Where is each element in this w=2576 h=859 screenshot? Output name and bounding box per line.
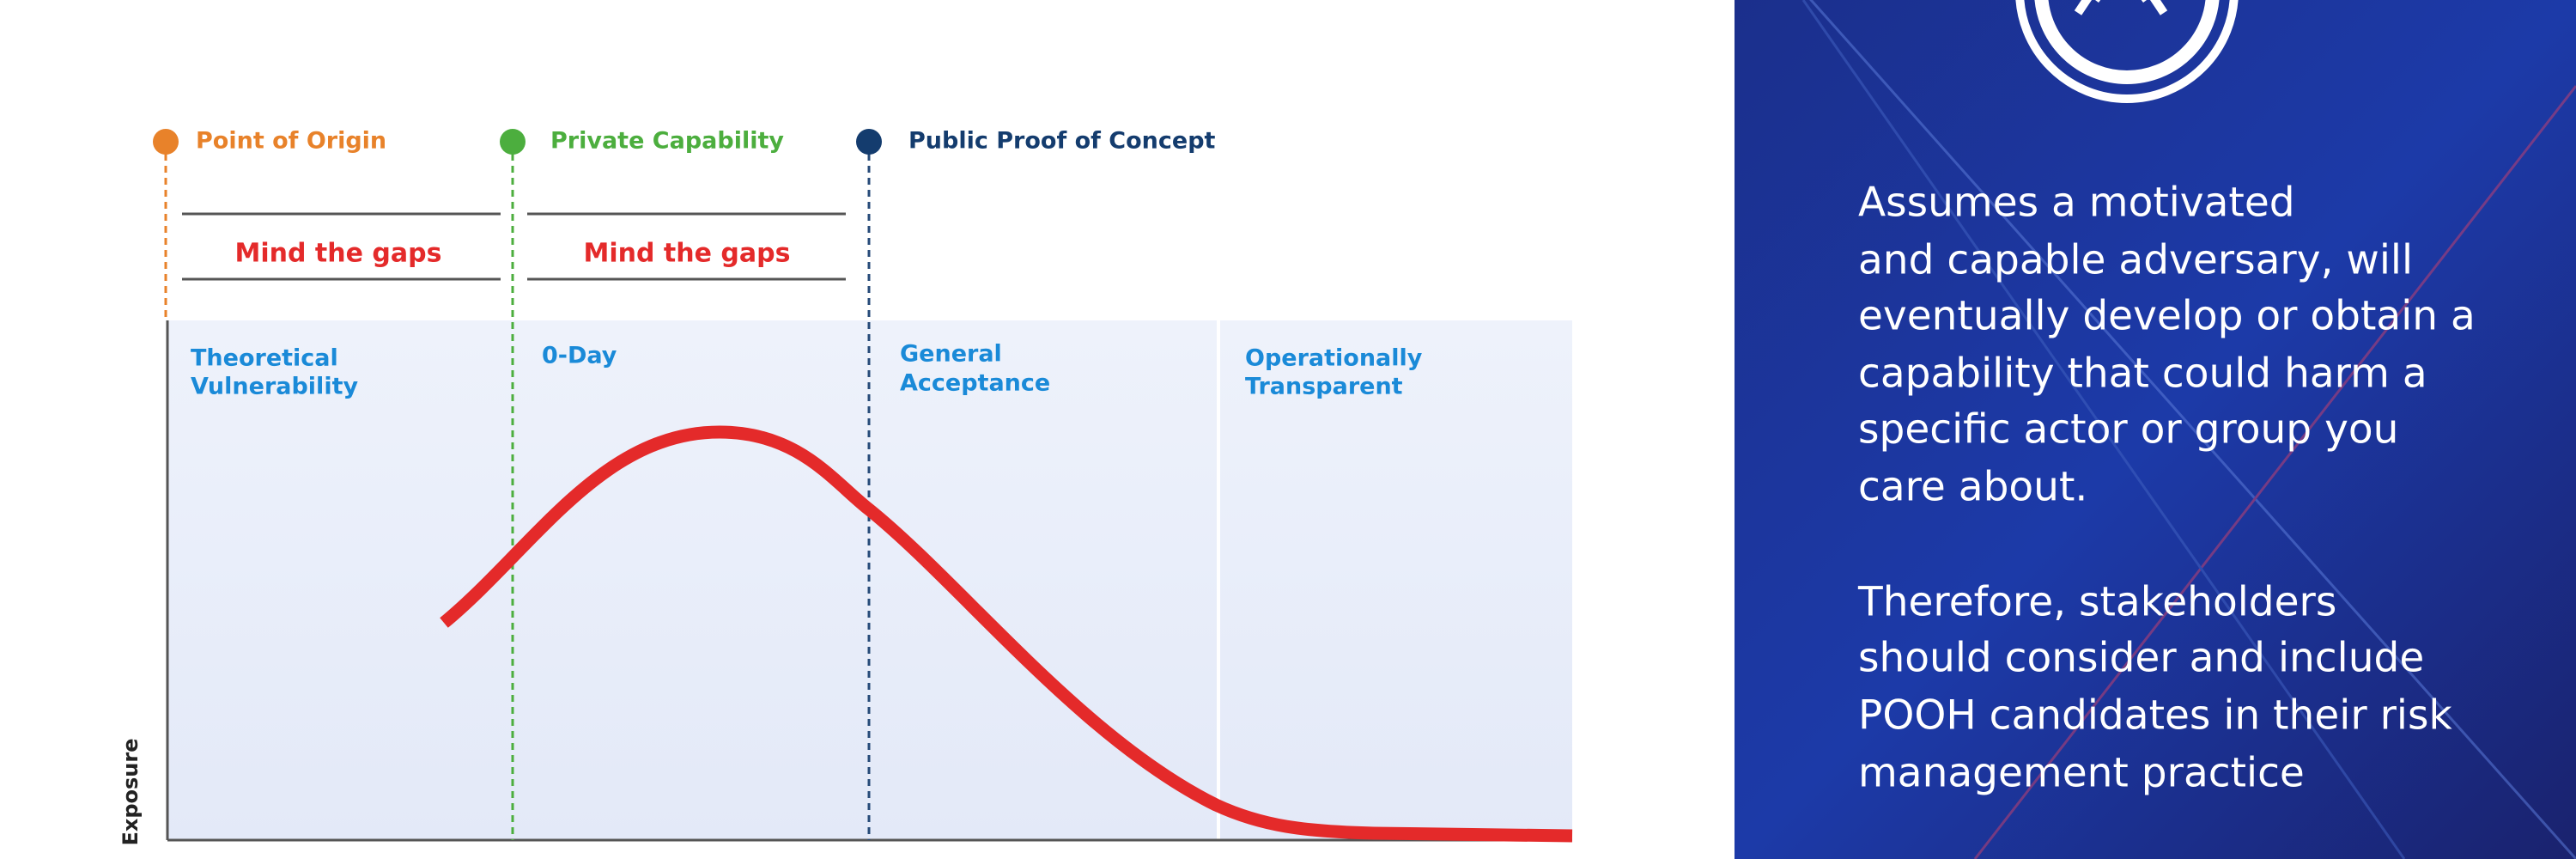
panel-decoration — [1801, 0, 2576, 859]
gap-label: Mind the gaps — [235, 239, 442, 269]
panel-line: eventually develop or obtain a — [1858, 293, 2476, 340]
milestone-dot — [856, 129, 882, 155]
gap-lines — [182, 212, 846, 281]
phase-label: Transparent — [1245, 374, 1403, 400]
phase-label: General — [900, 341, 1002, 368]
gap-label: Mind the gaps — [584, 239, 791, 269]
panel-line: management practice — [1858, 750, 2305, 797]
side-panel — [1735, 0, 2576, 859]
phase-label: Theoretical — [191, 345, 338, 372]
panel-line: care about. — [1858, 464, 2087, 511]
y-axis-label: Exposure — [118, 738, 143, 845]
panel-line: Therefore, stakeholders — [1857, 579, 2336, 626]
milestone-dot — [500, 129, 526, 155]
exposure-curve — [440, 425, 1573, 843]
phase-label: Vulnerability — [191, 374, 358, 400]
panel-line: POOH candidates in their risk — [1858, 692, 2452, 740]
panel-text-block: Assumes a motivated and capable adversar… — [1857, 180, 2476, 797]
logo — [2015, 0, 2239, 103]
panel-line: and capable adversary, will — [1858, 237, 2413, 284]
panel-line: Assumes a motivated — [1858, 180, 2295, 227]
phase-label: Acceptance — [900, 370, 1050, 397]
logo — [2034, 0, 2220, 84]
panel-line: capability that could harm a — [1858, 350, 2427, 398]
milestone-label: Private Capability — [550, 128, 784, 155]
panel-line: should consider and include — [1858, 635, 2424, 682]
milestone-label: Point of Origin — [196, 128, 386, 155]
phase-label: Operationally — [1245, 345, 1423, 372]
milestone-label: Public Proof of Concept — [908, 128, 1216, 155]
milestone-dot — [153, 129, 179, 155]
panel-line: specific actor or group you — [1858, 406, 2398, 454]
phase-label: 0-Day — [542, 343, 617, 369]
